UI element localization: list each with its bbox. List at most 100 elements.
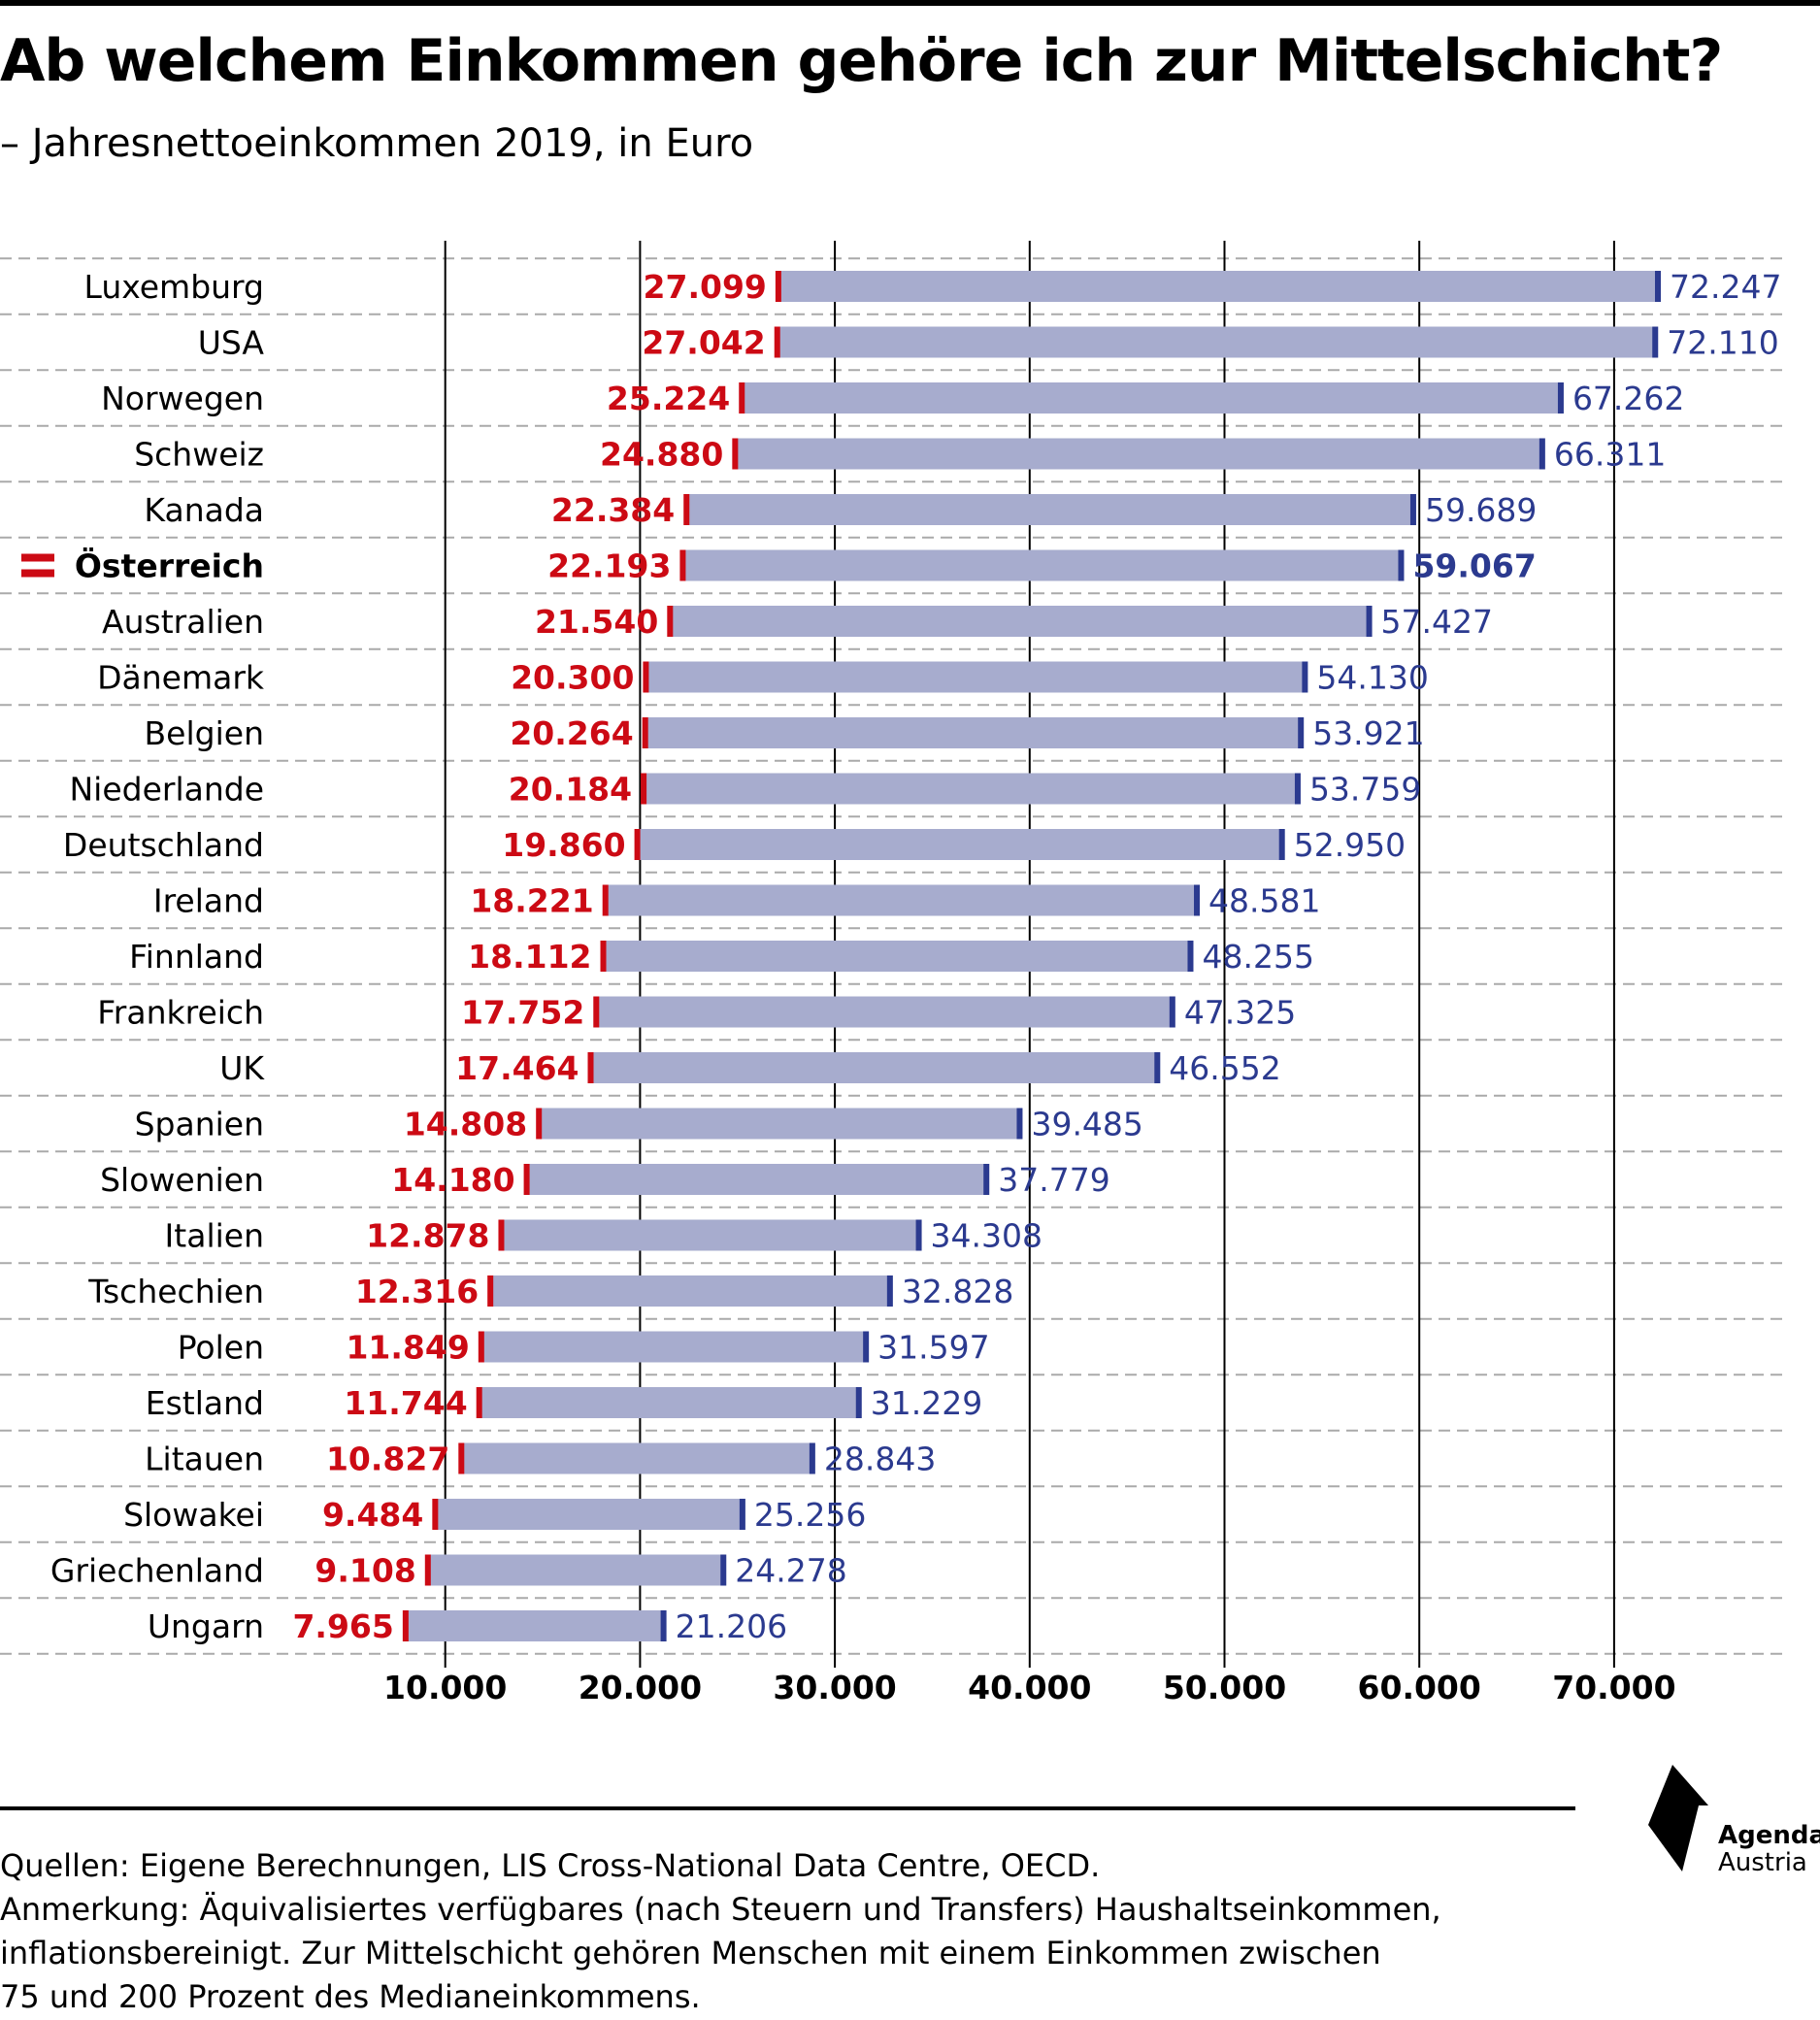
upper-marker xyxy=(739,1499,745,1530)
upper-marker xyxy=(1409,494,1416,525)
range-bar xyxy=(682,549,1402,581)
upper-value-label: 28.843 xyxy=(824,1440,936,1478)
country-label: Luxemburg xyxy=(84,268,264,306)
lower-marker xyxy=(642,717,648,748)
lower-marker xyxy=(476,1387,482,1418)
range-bar xyxy=(461,1442,812,1474)
range-bar xyxy=(490,1275,890,1307)
range-bar xyxy=(777,326,1656,358)
upper-marker xyxy=(809,1442,815,1474)
upper-value-label: 48.581 xyxy=(1208,882,1320,920)
lower-marker xyxy=(683,494,690,525)
upper-value-label: 53.921 xyxy=(1312,714,1424,752)
country-label: Schweiz xyxy=(134,436,264,474)
x-tick-label: 20.000 xyxy=(579,1669,702,1706)
upper-marker xyxy=(1294,773,1301,805)
country-label: Ungarn xyxy=(148,1607,264,1645)
upper-marker xyxy=(1557,382,1564,414)
lower-value-label: 9.484 xyxy=(322,1496,423,1534)
lower-value-label: 25.224 xyxy=(607,380,730,417)
lower-value-label: 18.221 xyxy=(470,882,593,920)
upper-value-label: 25.256 xyxy=(754,1496,866,1534)
upper-value-label: 31.597 xyxy=(877,1329,989,1367)
lower-value-label: 17.752 xyxy=(461,994,584,1032)
country-label: Frankreich xyxy=(97,994,264,1032)
upper-marker xyxy=(1169,996,1175,1028)
lower-value-label: 27.099 xyxy=(644,268,767,306)
lower-marker xyxy=(667,606,674,637)
lower-marker xyxy=(478,1331,484,1363)
x-tick-label: 60.000 xyxy=(1358,1669,1481,1706)
chart: 10.000 20.000 30.000 40.000 50.000 60.000 70.0… xyxy=(0,241,1786,1706)
lower-marker xyxy=(523,1164,530,1195)
range-bar xyxy=(596,996,1173,1028)
x-tick-label: 50.000 xyxy=(1163,1669,1286,1706)
upper-value-label: 32.828 xyxy=(902,1273,1013,1310)
country-label: Niederlande xyxy=(69,771,264,809)
country-label: Finnland xyxy=(129,938,264,976)
upper-marker xyxy=(660,1610,667,1641)
upper-marker xyxy=(1654,271,1661,302)
country-label: Dänemark xyxy=(97,659,265,697)
country-label: Italien xyxy=(165,1217,264,1255)
footer-sources: Quellen: Eigene Berechnungen, LIS Cross-… xyxy=(0,1847,1101,1884)
range-bar xyxy=(479,1387,859,1418)
range-bar xyxy=(735,438,1542,470)
lower-value-label: 22.384 xyxy=(551,491,675,529)
lower-marker xyxy=(679,549,686,581)
lower-value-label: 19.860 xyxy=(502,826,625,864)
upper-marker xyxy=(1298,717,1305,748)
lower-value-label: 17.464 xyxy=(455,1049,579,1087)
lower-marker xyxy=(487,1275,494,1307)
lower-marker xyxy=(602,884,609,916)
lower-marker xyxy=(600,941,607,972)
agenda-austria-logo-icon xyxy=(1648,1765,1708,1871)
lower-marker xyxy=(593,996,600,1028)
upper-value-label: 46.552 xyxy=(1169,1049,1280,1087)
country-label: USA xyxy=(198,324,265,362)
range-bar xyxy=(405,1610,664,1641)
upper-value-label: 72.110 xyxy=(1667,324,1778,362)
upper-value-label: 66.311 xyxy=(1554,436,1666,474)
lower-marker xyxy=(634,829,641,860)
lower-marker xyxy=(641,773,647,805)
upper-value-label: 37.779 xyxy=(998,1161,1109,1199)
upper-marker xyxy=(1016,1108,1023,1140)
country-label: Australien xyxy=(102,603,264,641)
lower-marker xyxy=(498,1219,505,1251)
upper-marker xyxy=(720,1554,727,1586)
footer-note-line: inflationsbereinigt. Zur Mittelschicht g… xyxy=(0,1935,1381,1971)
country-label: Slowenien xyxy=(100,1161,264,1199)
upper-marker xyxy=(1278,829,1285,860)
logo-text-agenda: Agenda xyxy=(1718,1821,1820,1850)
lower-marker xyxy=(732,438,739,470)
lower-value-label: 12.316 xyxy=(355,1273,479,1310)
country-label: Tschechien xyxy=(87,1273,264,1310)
lower-marker xyxy=(774,326,780,358)
austria-flag-icon xyxy=(21,553,54,578)
footer-note-line: Anmerkung: Äquivalisiertes verfügbares (… xyxy=(0,1891,1441,1928)
upper-value-label: 34.308 xyxy=(931,1217,1042,1255)
lower-value-label: 20.184 xyxy=(509,771,632,809)
chart-title: Ab welchem Einkommen gehöre ich zur Mitt… xyxy=(0,27,1723,95)
upper-marker xyxy=(1539,438,1545,470)
country-label: Deutschland xyxy=(63,826,264,864)
upper-marker xyxy=(1652,326,1659,358)
lower-value-label: 18.112 xyxy=(468,938,591,976)
upper-value-label: 39.485 xyxy=(1031,1106,1142,1143)
lower-marker xyxy=(775,271,781,302)
lower-marker xyxy=(643,661,649,693)
upper-marker xyxy=(983,1164,990,1195)
range-bar xyxy=(778,271,1658,302)
country-label: Griechenland xyxy=(50,1552,264,1590)
range-bar xyxy=(686,494,1413,525)
upper-value-label: 59.689 xyxy=(1425,491,1537,529)
lower-value-label: 20.264 xyxy=(510,714,633,752)
range-bar xyxy=(590,1052,1158,1083)
range-bar xyxy=(645,717,1302,748)
range-bar xyxy=(603,941,1191,972)
lower-value-label: 9.108 xyxy=(314,1552,415,1590)
chart-subtitle: – Jahresnettoeinkommen 2019, in Euro xyxy=(0,121,754,166)
range-bar xyxy=(670,606,1370,637)
upper-value-label: 54.130 xyxy=(1316,659,1428,697)
